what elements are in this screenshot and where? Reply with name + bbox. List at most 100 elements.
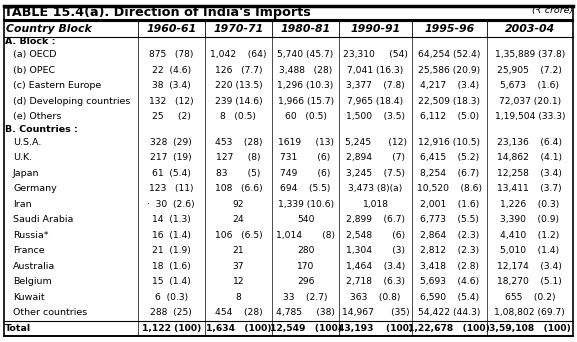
- Text: 1,018: 1,018: [362, 200, 388, 209]
- Text: 1960-61: 1960-61: [146, 24, 196, 34]
- Text: Japan: Japan: [13, 169, 39, 178]
- Text: 8: 8: [235, 293, 241, 302]
- Text: 72,037 (20.1): 72,037 (20.1): [499, 97, 561, 106]
- Text: (a) OECD: (a) OECD: [13, 50, 57, 59]
- Text: 14  (1.3): 14 (1.3): [152, 215, 190, 224]
- Text: 106   (6.5): 106 (6.5): [215, 231, 262, 240]
- Text: 5,010    (1.4): 5,010 (1.4): [500, 246, 559, 255]
- Text: 1,464    (3.4): 1,464 (3.4): [346, 262, 405, 271]
- Text: 288  (25): 288 (25): [151, 308, 192, 317]
- Text: 170: 170: [297, 262, 314, 271]
- Text: 1,08,802 (69.7): 1,08,802 (69.7): [494, 308, 565, 317]
- Text: 6,590    (5.4): 6,590 (5.4): [419, 293, 479, 302]
- Text: 540: 540: [297, 215, 314, 224]
- Text: 1,122 (100): 1,122 (100): [142, 324, 201, 333]
- Text: 12,549   (100): 12,549 (100): [269, 324, 342, 333]
- Text: 6,415    (5.2): 6,415 (5.2): [419, 153, 479, 162]
- Text: 5,673    (1.6): 5,673 (1.6): [500, 81, 559, 90]
- Text: 12,258    (3.4): 12,258 (3.4): [497, 169, 562, 178]
- Text: 92: 92: [233, 200, 244, 209]
- Text: 328  (29): 328 (29): [151, 138, 192, 147]
- Text: 37: 37: [233, 262, 244, 271]
- Text: TABLE 15.4(a). Direction of India's Imports: TABLE 15.4(a). Direction of India's Impo…: [4, 6, 311, 19]
- Text: 220 (13.5): 220 (13.5): [215, 81, 262, 90]
- Text: 3,488   (28): 3,488 (28): [279, 66, 332, 75]
- Text: Iran: Iran: [13, 200, 32, 209]
- Text: 1619     (13): 1619 (13): [278, 138, 334, 147]
- Text: 14,862    (4.1): 14,862 (4.1): [497, 153, 562, 162]
- Text: Australia: Australia: [13, 262, 55, 271]
- Text: 12: 12: [233, 277, 244, 286]
- Text: 2,899    (6.7): 2,899 (6.7): [346, 215, 405, 224]
- Text: 123   (11): 123 (11): [149, 184, 193, 193]
- Text: (₹ crore): (₹ crore): [532, 6, 573, 15]
- Text: 18,270    (5.1): 18,270 (5.1): [497, 277, 562, 286]
- Text: 23,136    (6.4): 23,136 (6.4): [497, 138, 562, 147]
- Text: 4,410    (1.2): 4,410 (1.2): [500, 231, 559, 240]
- Text: 1970-71: 1970-71: [213, 24, 264, 34]
- Text: U.K.: U.K.: [13, 153, 32, 162]
- Text: 3,390    (0.9): 3,390 (0.9): [500, 215, 559, 224]
- Text: 1995-96: 1995-96: [424, 24, 474, 34]
- Text: 132   (12): 132 (12): [149, 97, 194, 106]
- Text: 2,812    (2.3): 2,812 (2.3): [419, 246, 479, 255]
- Text: 875   (78): 875 (78): [149, 50, 193, 59]
- Text: 4,785     (38): 4,785 (38): [276, 308, 335, 317]
- Text: 3,245    (7.5): 3,245 (7.5): [346, 169, 405, 178]
- Text: 60   (0.5): 60 (0.5): [284, 112, 327, 121]
- Text: 16  (1.4): 16 (1.4): [152, 231, 191, 240]
- Text: 10,520    (8.6): 10,520 (8.6): [417, 184, 482, 193]
- Text: 126   (7.7): 126 (7.7): [215, 66, 262, 75]
- Text: 1,966 (15.7): 1,966 (15.7): [278, 97, 334, 106]
- Text: France: France: [13, 246, 44, 255]
- Text: 21: 21: [233, 246, 244, 255]
- Text: 2,548       (6): 2,548 (6): [346, 231, 405, 240]
- Text: Total: Total: [5, 324, 31, 333]
- Text: 1,296 (10.3): 1,296 (10.3): [278, 81, 334, 90]
- Text: 7,965 (18.4): 7,965 (18.4): [347, 97, 404, 106]
- Text: 2,001    (1.6): 2,001 (1.6): [419, 200, 479, 209]
- Text: B. Countries :: B. Countries :: [5, 125, 78, 134]
- Text: 1,634   (100): 1,634 (100): [205, 324, 271, 333]
- Text: 694    (5.5): 694 (5.5): [280, 184, 331, 193]
- Text: 1990-91: 1990-91: [350, 24, 400, 34]
- Text: 25,905    (7.2): 25,905 (7.2): [497, 66, 562, 75]
- Text: 1,19,504 (33.3): 1,19,504 (33.3): [494, 112, 565, 121]
- Text: 2,894       (7): 2,894 (7): [346, 153, 405, 162]
- Text: A. Block :: A. Block :: [5, 38, 55, 47]
- Text: 296: 296: [297, 277, 314, 286]
- Text: 1,226    (0.3): 1,226 (0.3): [500, 200, 559, 209]
- Text: 3,377    (7.8): 3,377 (7.8): [346, 81, 405, 90]
- Text: ·  30  (2.6): · 30 (2.6): [148, 200, 195, 209]
- Text: 1,042    (64): 1,042 (64): [210, 50, 267, 59]
- Text: 12,174    (3.4): 12,174 (3.4): [497, 262, 562, 271]
- Text: 1,500    (3.5): 1,500 (3.5): [346, 112, 405, 121]
- Text: 1,304       (3): 1,304 (3): [346, 246, 405, 255]
- Text: Belgium: Belgium: [13, 277, 52, 286]
- Text: 8,254    (6.7): 8,254 (6.7): [419, 169, 479, 178]
- Text: (d) Developing countries: (d) Developing countries: [13, 97, 130, 106]
- Text: 1,014       (8): 1,014 (8): [276, 231, 335, 240]
- Text: 2,864    (2.3): 2,864 (2.3): [419, 231, 479, 240]
- Text: Germany: Germany: [13, 184, 57, 193]
- Text: 731       (6): 731 (6): [280, 153, 331, 162]
- Text: 7,041 (16.3): 7,041 (16.3): [347, 66, 404, 75]
- Text: 64,254 (52.4): 64,254 (52.4): [418, 50, 481, 59]
- Text: 8   (0.5): 8 (0.5): [220, 112, 256, 121]
- Text: 38  (3.4): 38 (3.4): [152, 81, 190, 90]
- Text: 14,967      (35): 14,967 (35): [342, 308, 409, 317]
- Text: 5,245      (12): 5,245 (12): [344, 138, 407, 147]
- Text: 655    (0.2): 655 (0.2): [504, 293, 555, 302]
- Text: 13,411    (3.7): 13,411 (3.7): [497, 184, 562, 193]
- Text: Country Block: Country Block: [6, 24, 92, 34]
- Text: 5,693    (4.6): 5,693 (4.6): [419, 277, 479, 286]
- Text: 1,22,678   (100): 1,22,678 (100): [409, 324, 490, 333]
- Text: 6,112    (5.0): 6,112 (5.0): [419, 112, 479, 121]
- Text: 22  (4.6): 22 (4.6): [152, 66, 191, 75]
- Text: 6  (0.3): 6 (0.3): [155, 293, 188, 302]
- Text: 3,473 (8)(a): 3,473 (8)(a): [349, 184, 403, 193]
- Text: 12,916 (10.5): 12,916 (10.5): [418, 138, 480, 147]
- Text: 453    (28): 453 (28): [215, 138, 262, 147]
- Text: 61  (5.4): 61 (5.4): [152, 169, 191, 178]
- Text: 15  (1.4): 15 (1.4): [152, 277, 190, 286]
